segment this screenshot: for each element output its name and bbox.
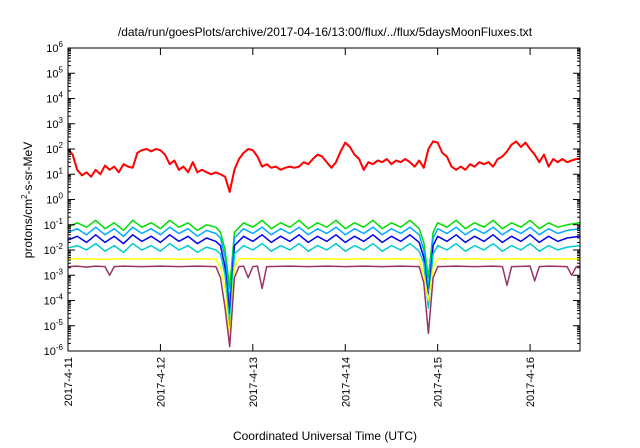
y-tick-label: 105: [46, 65, 63, 80]
plot-frame: [67, 47, 581, 352]
y-tick-exponent: -3: [56, 267, 64, 276]
y-tick-label: 10-1: [44, 217, 64, 232]
y-tick-label: 10-5: [44, 318, 64, 333]
y-tick-exponent: 1: [59, 166, 64, 175]
y-tick-label: 106: [46, 40, 63, 55]
y-tick-base: 10: [44, 245, 56, 257]
y-tick-exponent: -5: [56, 318, 64, 327]
y-tick-exponent: -2: [56, 242, 64, 251]
y-tick-base: 10: [46, 43, 58, 55]
x-tick-label: 2017-4-11: [63, 357, 75, 406]
y-tick-label: 100: [46, 192, 63, 207]
y-tick-base: 10: [46, 68, 58, 80]
y-tick-base: 10: [44, 270, 56, 282]
y-tick-label: 102: [46, 141, 63, 156]
y-tick-exponent: 5: [59, 65, 64, 74]
series-line-3: [67, 226, 581, 304]
y-tick-label: 101: [46, 166, 63, 181]
y-tick-exponent: -4: [56, 293, 64, 302]
y-tick-label: 10-2: [44, 242, 64, 257]
x-tick-label: 2017-4-13: [248, 357, 260, 407]
y-tick-base: 10: [44, 220, 56, 232]
x-axis-label: Coordinated Universal Time (UTC): [233, 429, 417, 443]
y-axis-label-rest: -s-sr-MeV: [21, 142, 35, 195]
y-tick-exponent: 0: [59, 192, 64, 201]
y-tick-label: 104: [46, 91, 63, 106]
series-line-1: [67, 140, 580, 193]
y-tick-exponent: 6: [59, 40, 64, 49]
x-tick-label: 2017-4-16: [525, 357, 537, 407]
x-tick-label: 2017-4-12: [155, 357, 167, 407]
y-tick-label: 103: [46, 116, 63, 131]
series-line-4: [67, 234, 581, 315]
y-tick-exponent: 4: [59, 91, 64, 100]
series-line-5: [67, 242, 581, 327]
series-line-6: [68, 258, 581, 340]
y-tick-exponent: 2: [59, 141, 64, 150]
y-tick-exponent: -1: [56, 217, 64, 226]
y-tick-base: 10: [44, 321, 56, 333]
y-axis-ticks: 10-610-510-410-310-210-11001011021031041…: [44, 40, 580, 358]
series-layer: [67, 140, 581, 348]
y-axis-label-superscript: 2: [20, 194, 29, 199]
y-tick-base: 10: [46, 119, 58, 131]
x-tick-label: 2017-4-14: [340, 357, 352, 407]
y-tick-base: 10: [46, 94, 58, 106]
y-tick-exponent: -6: [56, 343, 64, 352]
y-tick-exponent: 3: [59, 116, 64, 125]
y-tick-label: 10-3: [44, 267, 64, 282]
y-axis-label-text: protons/cm2-s-sr-MeV: [20, 142, 35, 258]
y-axis-label-base: protons/cm: [21, 199, 35, 258]
y-axis-label: protons/cm2-s-sr-MeV: [20, 142, 35, 258]
y-tick-base: 10: [44, 296, 56, 308]
series-line-7: [67, 265, 581, 348]
y-tick-base: 10: [46, 144, 58, 156]
series-line-2: [67, 219, 581, 290]
chart-title: /data/run/goesPlots/archive/2017-04-16/1…: [118, 25, 533, 39]
x-tick-label: 2017-4-15: [433, 357, 445, 407]
y-tick-base: 10: [44, 346, 56, 358]
y-tick-label: 10-4: [44, 293, 64, 308]
y-tick-base: 10: [46, 195, 58, 207]
y-tick-label: 10-6: [44, 343, 64, 358]
y-tick-base: 10: [46, 169, 58, 181]
